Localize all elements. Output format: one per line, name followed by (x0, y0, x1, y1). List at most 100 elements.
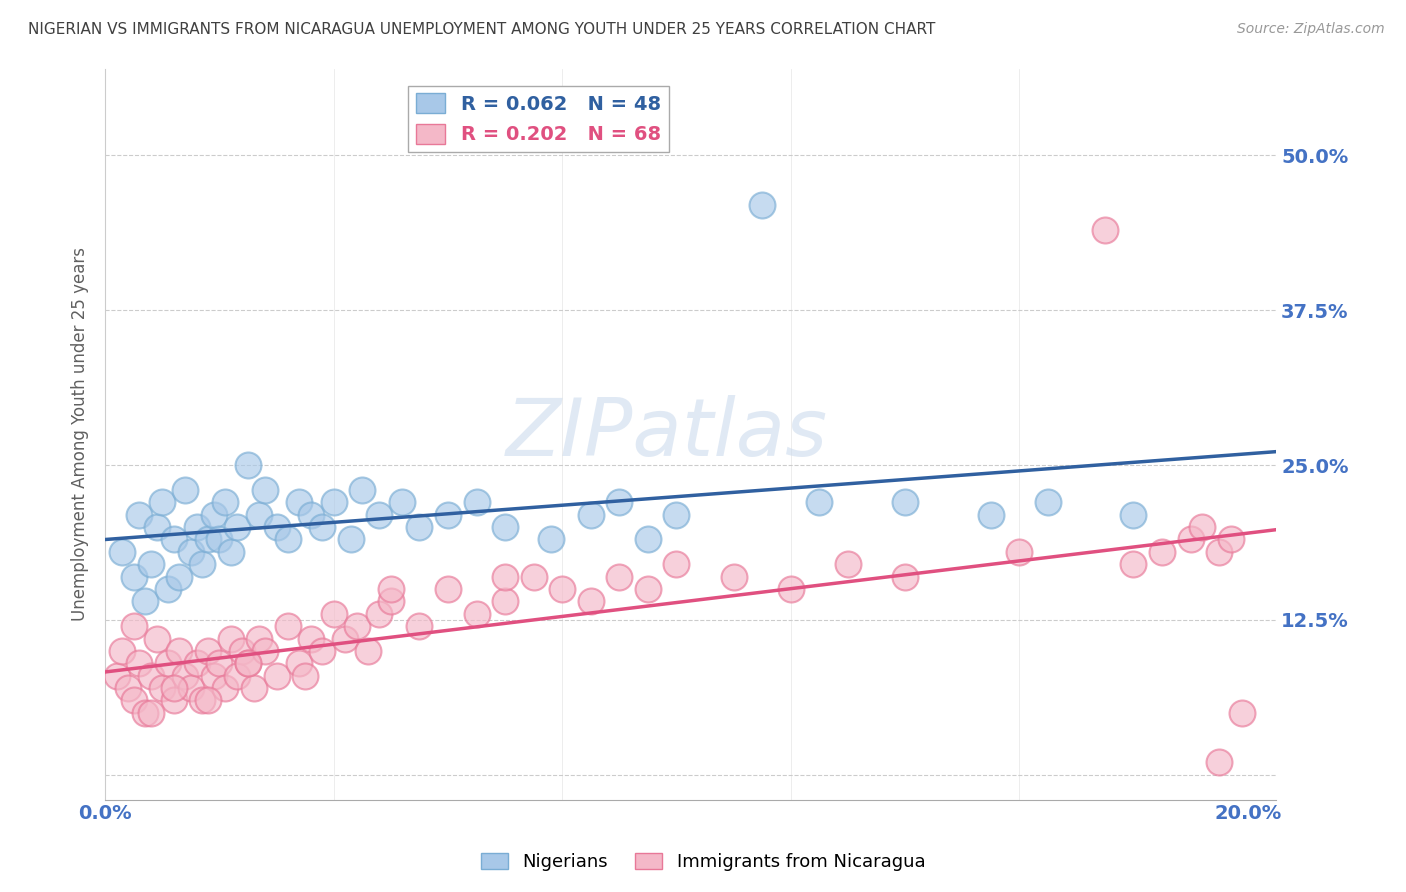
Immigrants from Nicaragua (346, 619, 368, 633)
Nigerians (208, 533, 231, 547)
Nigerians (1122, 508, 1144, 522)
Nigerians (277, 533, 299, 547)
Immigrants from Nicaragua (665, 557, 688, 571)
Immigrants from Nicaragua (242, 681, 264, 695)
Immigrants from Nicaragua (134, 706, 156, 720)
Immigrants from Nicaragua (122, 619, 145, 633)
Immigrants from Nicaragua (1208, 756, 1230, 770)
Immigrants from Nicaragua (1191, 520, 1213, 534)
Immigrants from Nicaragua (105, 669, 128, 683)
Nigerians (122, 569, 145, 583)
Nigerians (391, 495, 413, 509)
Text: Source: ZipAtlas.com: Source: ZipAtlas.com (1237, 22, 1385, 37)
Immigrants from Nicaragua (333, 632, 356, 646)
Nigerians (174, 483, 197, 497)
Immigrants from Nicaragua (1150, 545, 1173, 559)
Immigrants from Nicaragua (723, 569, 745, 583)
Nigerians (494, 520, 516, 534)
Immigrants from Nicaragua (231, 644, 253, 658)
Immigrants from Nicaragua (494, 594, 516, 608)
Immigrants from Nicaragua (1208, 545, 1230, 559)
Immigrants from Nicaragua (202, 669, 225, 683)
Nigerians (219, 545, 242, 559)
Immigrants from Nicaragua (163, 681, 186, 695)
Immigrants from Nicaragua (254, 644, 277, 658)
Immigrants from Nicaragua (186, 657, 208, 671)
Immigrants from Nicaragua (357, 644, 380, 658)
Nigerians (894, 495, 917, 509)
Immigrants from Nicaragua (380, 594, 402, 608)
Immigrants from Nicaragua (1219, 533, 1241, 547)
Nigerians (202, 508, 225, 522)
Nigerians (186, 520, 208, 534)
Nigerians (368, 508, 391, 522)
Immigrants from Nicaragua (294, 669, 316, 683)
Immigrants from Nicaragua (368, 607, 391, 621)
Immigrants from Nicaragua (208, 657, 231, 671)
Nigerians (607, 495, 630, 509)
Immigrants from Nicaragua (219, 632, 242, 646)
Immigrants from Nicaragua (225, 669, 247, 683)
Immigrants from Nicaragua (437, 582, 460, 596)
Y-axis label: Unemployment Among Youth under 25 years: Unemployment Among Youth under 25 years (72, 247, 89, 621)
Nigerians (150, 495, 173, 509)
Immigrants from Nicaragua (523, 569, 546, 583)
Text: ZIPatlas: ZIPatlas (506, 395, 828, 473)
Nigerians (288, 495, 311, 509)
Immigrants from Nicaragua (465, 607, 488, 621)
Immigrants from Nicaragua (299, 632, 322, 646)
Nigerians (145, 520, 167, 534)
Nigerians (157, 582, 180, 596)
Nigerians (299, 508, 322, 522)
Immigrants from Nicaragua (551, 582, 574, 596)
Immigrants from Nicaragua (579, 594, 602, 608)
Immigrants from Nicaragua (408, 619, 430, 633)
Nigerians (249, 508, 271, 522)
Text: NIGERIAN VS IMMIGRANTS FROM NICARAGUA UNEMPLOYMENT AMONG YOUTH UNDER 25 YEARS CO: NIGERIAN VS IMMIGRANTS FROM NICARAGUA UN… (28, 22, 935, 37)
Immigrants from Nicaragua (174, 669, 197, 683)
Nigerians (808, 495, 831, 509)
Immigrants from Nicaragua (111, 644, 134, 658)
Immigrants from Nicaragua (169, 644, 191, 658)
Immigrants from Nicaragua (380, 582, 402, 596)
Immigrants from Nicaragua (311, 644, 333, 658)
Nigerians (340, 533, 363, 547)
Immigrants from Nicaragua (266, 669, 288, 683)
Immigrants from Nicaragua (117, 681, 139, 695)
Immigrants from Nicaragua (1230, 706, 1253, 720)
Nigerians (139, 557, 162, 571)
Immigrants from Nicaragua (139, 706, 162, 720)
Immigrants from Nicaragua (322, 607, 344, 621)
Immigrants from Nicaragua (145, 632, 167, 646)
Immigrants from Nicaragua (1008, 545, 1031, 559)
Immigrants from Nicaragua (139, 669, 162, 683)
Nigerians (236, 458, 259, 472)
Nigerians (637, 533, 659, 547)
Immigrants from Nicaragua (894, 569, 917, 583)
Nigerians (322, 495, 344, 509)
Nigerians (408, 520, 430, 534)
Immigrants from Nicaragua (214, 681, 236, 695)
Immigrants from Nicaragua (236, 657, 259, 671)
Nigerians (540, 533, 562, 547)
Immigrants from Nicaragua (637, 582, 659, 596)
Nigerians (191, 557, 214, 571)
Immigrants from Nicaragua (122, 693, 145, 707)
Immigrants from Nicaragua (191, 693, 214, 707)
Nigerians (266, 520, 288, 534)
Immigrants from Nicaragua (128, 657, 150, 671)
Nigerians (465, 495, 488, 509)
Nigerians (128, 508, 150, 522)
Nigerians (163, 533, 186, 547)
Nigerians (311, 520, 333, 534)
Nigerians (111, 545, 134, 559)
Nigerians (437, 508, 460, 522)
Immigrants from Nicaragua (180, 681, 202, 695)
Nigerians (352, 483, 374, 497)
Immigrants from Nicaragua (494, 569, 516, 583)
Immigrants from Nicaragua (779, 582, 801, 596)
Legend: R = 0.062   N = 48, R = 0.202   N = 68: R = 0.062 N = 48, R = 0.202 N = 68 (408, 86, 669, 152)
Nigerians (225, 520, 247, 534)
Immigrants from Nicaragua (197, 644, 219, 658)
Immigrants from Nicaragua (837, 557, 859, 571)
